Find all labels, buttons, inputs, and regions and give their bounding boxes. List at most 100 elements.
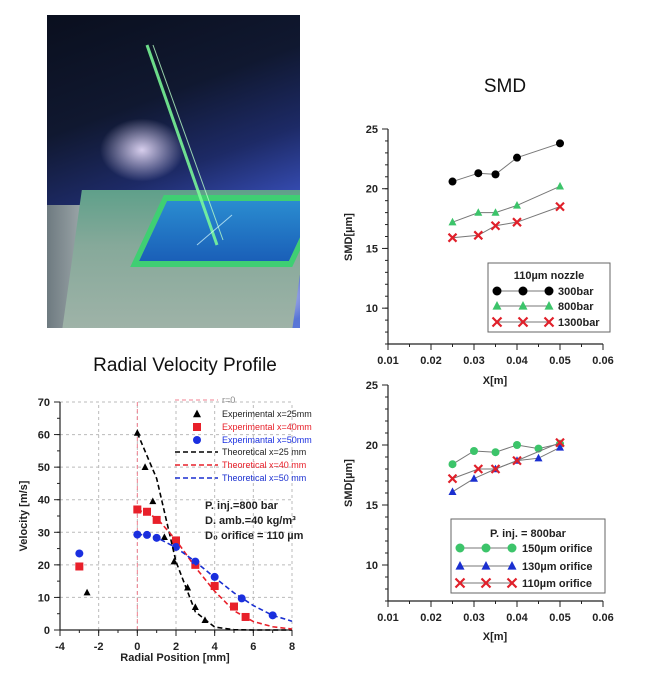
legend-label: Experimental x=40mm [222, 422, 312, 432]
data-point-square [210, 582, 219, 591]
legend-label: r=0 [222, 395, 235, 405]
data-point-triangle [481, 561, 491, 570]
theoretical-curve [136, 432, 292, 631]
data-point-x [454, 577, 466, 589]
y-tick-label: 20 [366, 440, 378, 452]
data-point-x [473, 230, 484, 241]
data-point-x [517, 316, 529, 328]
data-point-triangle [149, 497, 157, 505]
legend-label: Theoretical x=25 mm [222, 447, 306, 457]
x-tick-label: 4 [212, 641, 219, 653]
x-tick-label: 0.06 [592, 355, 613, 367]
legend-title: P. inj. = 800bar [490, 528, 567, 540]
theoretical-curve [137, 533, 293, 622]
data-point-circle [193, 436, 201, 444]
annotation-injection-pressure: P. inj.=800 bar [205, 500, 279, 512]
data-point-triangle [470, 474, 478, 482]
data-point-x [447, 232, 458, 243]
data-point-triangle [160, 533, 168, 540]
data-point-triangle [141, 463, 149, 470]
data-point-triangle [556, 443, 564, 451]
data-point-triangle [491, 208, 500, 216]
data-point-x [543, 316, 555, 328]
data-point-x [447, 473, 458, 484]
legend-label: 150µm orifice [522, 543, 593, 555]
y-axis-label: SMD[µm] [343, 459, 355, 507]
smd-nozzle-chart: SMD SMD[µm] X[m] 0.01 0.02 0.03 0.04 0.05 0.0… [343, 76, 614, 387]
legend-label: 130µm orifice [522, 561, 593, 573]
data-point-x [555, 201, 565, 212]
legend-label: Experimantal x=50mm [222, 435, 312, 445]
x-tick-label: 2 [173, 641, 179, 653]
data-point-x [473, 464, 484, 474]
y-tick-label: 30 [38, 527, 50, 539]
x-tick-label: -4 [55, 641, 66, 653]
chart-title: Radial Velocity Profile [93, 355, 277, 376]
legend-label: 1300bar [558, 317, 600, 329]
data-point-triangle [474, 208, 483, 216]
data-point-square [193, 423, 201, 431]
x-tick-label: 0.01 [377, 355, 398, 367]
laser-spray-photo [47, 15, 300, 328]
series-line [452, 142, 561, 183]
data-point-circle [507, 543, 517, 553]
data-point-triangle [83, 588, 91, 596]
legend-label: Experimental x=25mm [222, 409, 312, 419]
x-tick-label: 0.04 [506, 612, 528, 624]
x-tick-label: 0 [134, 641, 140, 653]
annotation-ambient-density: D. amb.=40 kg/m³ [205, 515, 296, 527]
data-point-x [490, 464, 501, 474]
data-point-circle [513, 153, 521, 162]
theoretical-curve [137, 508, 293, 630]
data-point-square [143, 507, 151, 516]
y-tick-label: 15 [366, 500, 378, 512]
data-point-square [75, 562, 84, 571]
data-point-x [490, 220, 501, 231]
legend-label: 300bar [558, 286, 594, 298]
data-point-x [480, 577, 492, 589]
data-point-triangle [513, 201, 521, 209]
photo-laser-beam [145, 44, 233, 246]
y-tick-label: 10 [38, 592, 50, 604]
data-point-triangle [544, 301, 554, 310]
y-tick-label: 10 [366, 560, 378, 572]
data-point-x [512, 217, 522, 227]
data-point-circle [448, 460, 457, 469]
data-point-circle [75, 549, 84, 558]
data-point-triangle [518, 301, 528, 310]
x-tick-label: -2 [94, 641, 104, 653]
series-line [452, 185, 561, 223]
y-tick-label: 60 [38, 430, 50, 442]
x-tick-label: 0.06 [592, 612, 613, 624]
data-point-triangle [170, 557, 178, 565]
data-point-triangle [133, 429, 141, 436]
legend-label: Theoretical x=50 mm [222, 473, 306, 483]
data-point-square [152, 515, 161, 524]
y-tick-label: 15 [366, 243, 378, 255]
data-point-circle [513, 441, 521, 449]
data-point-triangle [556, 181, 564, 190]
data-point-x [506, 577, 518, 589]
data-point-triangle [534, 453, 543, 462]
data-point-circle [470, 447, 478, 455]
x-tick-label: 0.05 [549, 612, 570, 624]
legend-label: 800bar [558, 301, 594, 313]
data-point-square [230, 602, 238, 611]
y-tick-label: 20 [38, 560, 50, 572]
x-axis-label: X[m] [483, 375, 508, 387]
x-axis-label: Radial Position [mm] [120, 652, 230, 664]
smd-orifice-chart: SMD[µm] X[m] 0.01 0.02 0.03 0.04 0.05 0.06 10 1… [343, 380, 614, 643]
y-tick-label: 70 [38, 397, 50, 409]
y-axis-label: Velocity [m/s] [18, 480, 30, 551]
x-tick-label: 0.04 [506, 355, 528, 367]
legend: r=0 Experimental x=25mm Experimental x=40m… [175, 395, 312, 483]
x-tick-label: 0.05 [549, 355, 570, 367]
data-point-triangle [448, 217, 457, 226]
x-tick-label: 6 [250, 641, 256, 653]
data-point-triangle [492, 301, 502, 310]
data-point-circle [268, 611, 277, 620]
data-point-circle [455, 543, 465, 553]
legend: 110µm nozzle 300bar 800bar 1300bar [487, 262, 611, 333]
chart-title: SMD [484, 76, 526, 97]
